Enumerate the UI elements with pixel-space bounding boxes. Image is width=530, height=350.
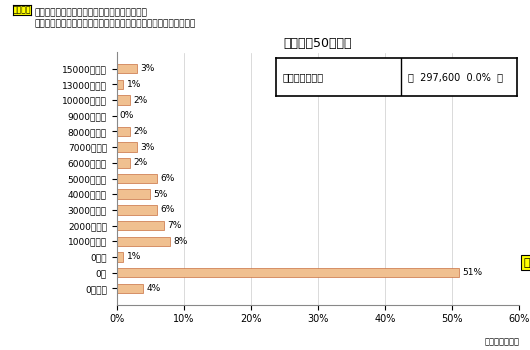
- Bar: [117, 80, 123, 89]
- Text: （  297,600  0.0%  ）: （ 297,600 0.0% ）: [408, 72, 503, 82]
- Text: 6%: 6%: [160, 205, 174, 215]
- Text: 2%: 2%: [134, 96, 148, 105]
- Bar: [117, 284, 144, 293]
- Text: 4%: 4%: [147, 284, 161, 293]
- Text: 2%: 2%: [134, 158, 148, 167]
- Bar: [117, 174, 157, 183]
- Text: （55%）: （55%）: [524, 258, 530, 267]
- Text: 5%: 5%: [154, 190, 168, 199]
- Text: 中位数　０　円: 中位数 ０ 円: [283, 72, 324, 82]
- Bar: [117, 127, 130, 136]
- Bar: [117, 252, 123, 262]
- Text: （　％）：中位数までの人数割合迄の累計割合: （ ％）：中位数までの人数割合迄の累計割合: [34, 9, 147, 18]
- Bar: [117, 237, 170, 246]
- Text: 3%: 3%: [140, 142, 154, 152]
- Text: 6%: 6%: [160, 174, 174, 183]
- Text: 年代内人数割合: 年代内人数割合: [484, 337, 519, 346]
- Text: 1%: 1%: [127, 252, 141, 261]
- Text: 0%: 0%: [119, 111, 134, 120]
- Bar: [117, 142, 137, 152]
- Bar: [117, 64, 137, 74]
- Text: 1%: 1%: [127, 80, 141, 89]
- Bar: [117, 189, 150, 199]
- Bar: [117, 95, 130, 105]
- Bar: [117, 221, 164, 230]
- Text: 7%: 7%: [167, 221, 181, 230]
- Text: 51%: 51%: [462, 268, 482, 277]
- Bar: [117, 205, 157, 215]
- Text: 8%: 8%: [174, 237, 188, 246]
- Bar: [117, 158, 130, 168]
- Text: （　％）: （ ％）: [13, 5, 31, 14]
- Text: 2%: 2%: [134, 127, 148, 136]
- Text: 中位数　：世代内昇給額の真中の昇給額（昇給前基本給　昇給率）: 中位数 ：世代内昇給額の真中の昇給額（昇給前基本給 昇給率）: [34, 19, 196, 28]
- Title: 管理職（50歳代）: 管理職（50歳代）: [284, 37, 352, 50]
- Bar: [117, 268, 459, 277]
- Text: 3%: 3%: [140, 64, 154, 73]
